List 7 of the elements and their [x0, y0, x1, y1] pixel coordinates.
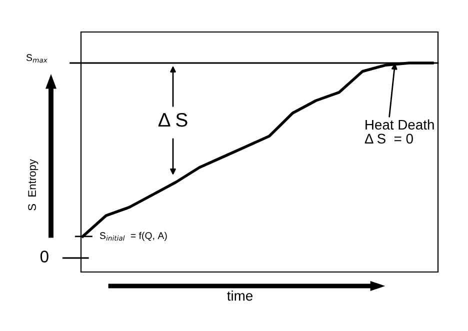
annotation: Δ S	[158, 112, 188, 127]
text: 0	[40, 250, 48, 262]
annotation: Heat Death Δ S = 0	[364, 119, 434, 144]
y-axis-title: S Entropy	[28, 159, 38, 210]
x-axis-title: time	[227, 290, 253, 301]
annotation: S$_{initial}$ = f(Q, A)	[100, 232, 167, 241]
ref-line-label: S$_{max}$	[26, 54, 48, 63]
